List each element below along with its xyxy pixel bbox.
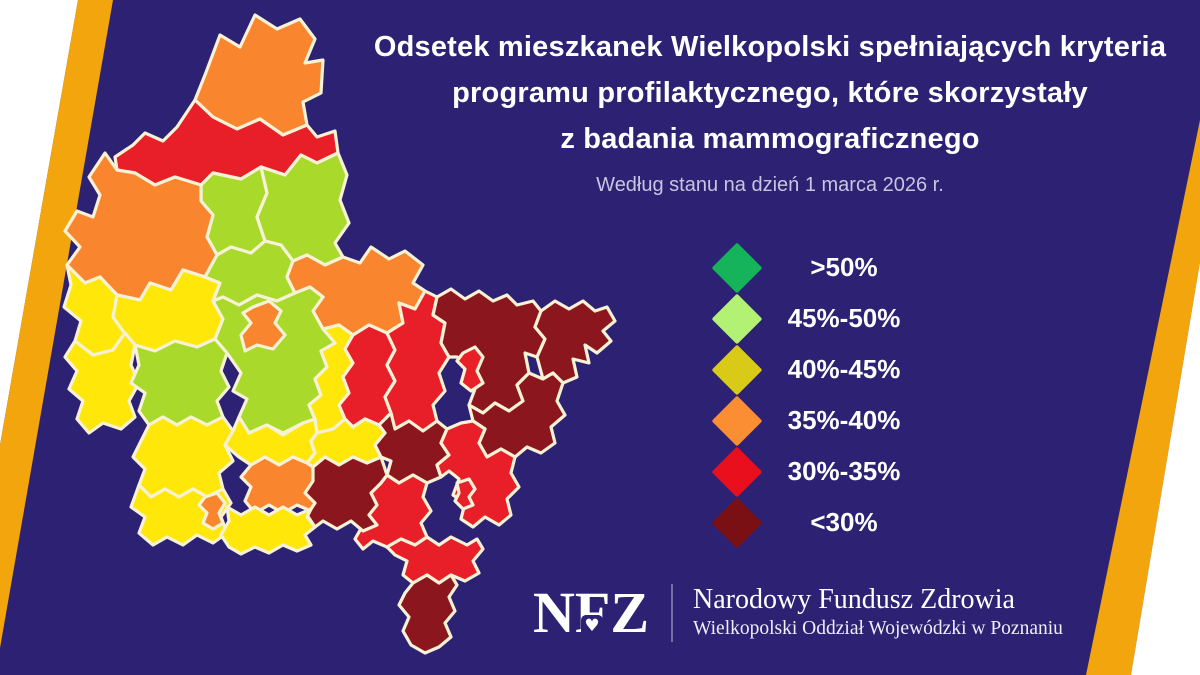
heart-icon: ♥ xyxy=(584,615,600,636)
org-branch: Wielkopolski Oddział Wojewódzki w Poznan… xyxy=(693,618,1063,639)
legend-row: 40%-45% xyxy=(705,344,907,395)
map-region xyxy=(131,415,235,499)
map-region-city-enclave xyxy=(197,491,227,531)
legend-row: 45%-50% xyxy=(705,293,907,344)
legend-row: 35%-40% xyxy=(705,395,907,446)
legend-diamond-icon xyxy=(711,344,763,395)
legend-label: <30% xyxy=(810,507,878,537)
band-stripe-right xyxy=(1086,120,1200,675)
legend-diamond-icon xyxy=(711,395,763,446)
map-region xyxy=(435,419,521,529)
title-block: Odsetek mieszkanek Wielkopolski spełniaj… xyxy=(352,24,1188,197)
nfz-logo: NFZ ♥ xyxy=(533,582,649,644)
corner-triangle-bottom-right xyxy=(1131,262,1200,675)
footer: NFZ ♥ Narodowy Fundusz Zdrowia Wielkopol… xyxy=(533,582,1063,644)
map-region xyxy=(383,289,451,433)
legend-row: <30% xyxy=(705,497,907,548)
map-legend: >50% 45%-50% 40%-45% 35%-40% 30%-35% <30… xyxy=(705,242,907,548)
legend-label: 35%-40% xyxy=(787,405,901,435)
legend-row: 30%-35% xyxy=(705,446,907,497)
wielkopolska-choropleth-map xyxy=(62,13,617,655)
legend-diamond-icon xyxy=(711,242,763,293)
map-region xyxy=(219,505,317,556)
map-region xyxy=(63,331,141,435)
footer-divider xyxy=(671,584,673,642)
subtitle-date: Według stanu na dzień 1 marca 2026 r. xyxy=(596,174,944,196)
map-region xyxy=(455,345,485,393)
map-region xyxy=(397,573,459,655)
band-stripe-left xyxy=(0,0,113,648)
legend-diamond-icon xyxy=(711,293,763,344)
map-region-city-enclave xyxy=(453,477,477,511)
map-region-city-enclave xyxy=(239,299,287,353)
legend-label: 45%-50% xyxy=(787,303,901,333)
legend-diamond-icon xyxy=(711,446,763,497)
map-region xyxy=(255,151,351,267)
legend-row: >50% xyxy=(705,242,907,293)
nfz-heart-patch: ♥ xyxy=(581,615,603,637)
map-region xyxy=(533,299,617,385)
legend-label: >50% xyxy=(810,252,878,282)
map-region xyxy=(385,535,485,585)
page-title-line-3: z badania mammograficznego xyxy=(560,123,980,155)
legend-diamond-icon xyxy=(711,497,763,548)
legend-label: 40%-45% xyxy=(787,354,901,384)
org-name: Narodowy Fundusz Zdrowia xyxy=(693,584,1015,615)
page-title-line-2: programu profilaktycznego, które skorzys… xyxy=(452,77,1088,109)
map-region xyxy=(129,337,231,427)
legend-label: 30%-35% xyxy=(787,456,901,486)
page-title-line-1: Odsetek mieszkanek Wielkopolski spełniaj… xyxy=(373,31,1167,63)
